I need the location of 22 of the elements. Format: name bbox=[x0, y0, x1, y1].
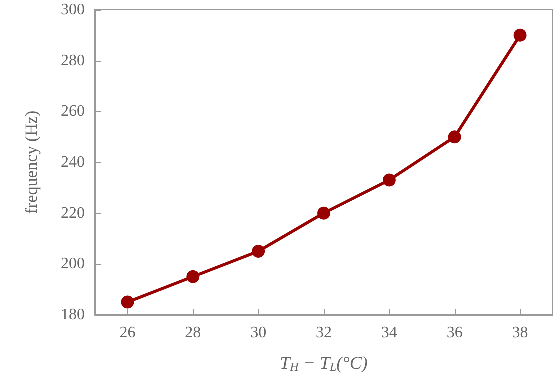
y-tick-label: 180 bbox=[61, 306, 85, 324]
point bbox=[448, 130, 462, 144]
point bbox=[382, 174, 396, 187]
x-tick-label: 28 bbox=[185, 324, 202, 342]
y-tick-label: 220 bbox=[61, 204, 85, 222]
x-tick-label: 26 bbox=[120, 324, 136, 342]
x-tick-label: 32 bbox=[316, 324, 332, 342]
x-tick-label: 30 bbox=[250, 324, 267, 342]
point bbox=[186, 270, 200, 284]
y-tick-label: 200 bbox=[61, 256, 85, 273]
x-tick-label: 38 bbox=[512, 324, 528, 342]
point bbox=[318, 206, 330, 220]
point bbox=[252, 244, 266, 258]
x-tick-label: 36 bbox=[446, 324, 463, 342]
y-tick-label: 240 bbox=[61, 154, 85, 171]
point bbox=[121, 296, 134, 309]
y-tick-label: 300 bbox=[61, 2, 85, 18]
y-axis-title: frequency (Hz) bbox=[22, 110, 41, 214]
point bbox=[514, 28, 527, 42]
x-tick-label: 34 bbox=[381, 324, 398, 342]
y-tick-label: 260 bbox=[61, 103, 85, 120]
y-tick-label: 280 bbox=[61, 52, 85, 70]
